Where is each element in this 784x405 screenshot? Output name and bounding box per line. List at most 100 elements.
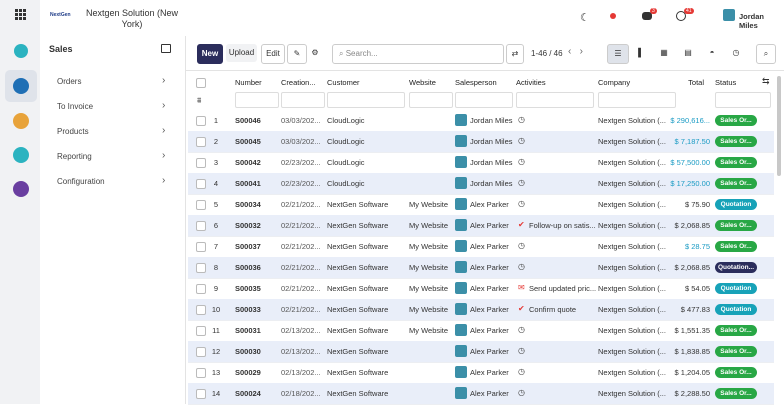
total: $ 2,288.50	[674, 389, 710, 398]
row-checkbox[interactable]	[196, 179, 206, 189]
activity-icon[interactable]: ◷	[518, 241, 525, 250]
table-row[interactable]: 4 S00041 02/23/202... CloudLogic Jordan Mile…	[188, 173, 774, 195]
column-settings[interactable]: ⇆	[762, 76, 770, 86]
brush-button[interactable]: ✎	[287, 44, 307, 64]
extra-button[interactable]: ⌕	[756, 44, 776, 64]
column-header[interactable]: Customer	[327, 78, 360, 87]
row-checkbox[interactable]	[196, 284, 206, 294]
status-badge: Sales Or...	[715, 157, 757, 168]
company: Nextgen Solution (...	[598, 200, 666, 209]
column-header[interactable]: Creation...	[281, 78, 316, 87]
filter-toggle[interactable]: ⇄	[506, 44, 524, 64]
settings-button[interactable]: ⚙	[309, 44, 321, 62]
column-filter[interactable]	[598, 92, 676, 108]
chat-icon[interactable]	[642, 12, 652, 20]
salesperson-avatar	[455, 114, 467, 126]
column-header[interactable]: Total	[688, 78, 704, 87]
table-row[interactable]: 13 S00029 02/13/202... NextGen Software Alex…	[188, 362, 774, 384]
activity-icon[interactable]: ◷	[518, 388, 525, 397]
row-checkbox[interactable]	[196, 242, 206, 252]
activity-icon[interactable]: ◷	[518, 325, 525, 334]
activity-icon[interactable]: ◷	[518, 262, 525, 271]
activity-icon[interactable]: ✉	[518, 283, 525, 292]
activity-view[interactable]: ◷	[726, 44, 746, 62]
creation-date: 03/03/202...	[281, 116, 321, 125]
new-button[interactable]: New	[197, 44, 223, 64]
table-row[interactable]: 5 S00034 02/21/202... NextGen Software My We…	[188, 194, 774, 216]
table-row[interactable]: 8 S00036 02/21/202... NextGen Software My We…	[188, 257, 774, 279]
activity-icon[interactable]	[676, 11, 686, 21]
column-filter[interactable]	[235, 92, 279, 108]
table-row[interactable]: 12 S00030 02/13/202... NextGen Software Alex…	[188, 341, 774, 363]
user-name[interactable]: Jordan Miles	[739, 12, 765, 30]
menu-item[interactable]: Reporting	[57, 152, 92, 161]
activity-icon[interactable]: ◷	[518, 346, 525, 355]
table-row[interactable]: 9 S00035 02/21/202... NextGen Software My We…	[188, 278, 774, 300]
row-checkbox[interactable]	[196, 137, 206, 147]
activity-icon[interactable]: ✔	[518, 220, 525, 229]
activity-icon[interactable]: ✔	[518, 304, 525, 313]
activity-icon[interactable]: ◷	[518, 136, 525, 145]
graph-view[interactable]: ◓	[702, 44, 722, 62]
calendar-view[interactable]: ▦	[654, 44, 674, 62]
company-name: Nextgen Solution (New York)	[85, 8, 179, 29]
sidebar-toggle[interactable]	[161, 44, 171, 53]
pivot-view[interactable]: ▤	[678, 44, 698, 62]
menu-item[interactable]: Products	[57, 127, 89, 136]
row-checkbox[interactable]	[196, 305, 206, 315]
table-row[interactable]: 14 S00024 02/18/202... NextGen Software Alex…	[188, 383, 774, 405]
salesperson: Alex Parker	[470, 221, 509, 230]
column-header[interactable]: Company	[598, 78, 631, 87]
row-checkbox[interactable]	[196, 263, 206, 273]
row-checkbox[interactable]	[196, 221, 206, 231]
row-checkbox[interactable]	[196, 200, 206, 210]
upload-button[interactable]: Upload	[226, 44, 257, 62]
search-box[interactable]: ⌕ Search...	[332, 44, 504, 64]
status-badge: Sales Or...	[715, 325, 757, 336]
table-row[interactable]: 2 S00045 03/03/202... CloudLogic Jordan Mile…	[188, 131, 774, 153]
table-row[interactable]: 7 S00037 02/21/202... NextGen Software My We…	[188, 236, 774, 258]
column-filter[interactable]	[327, 92, 405, 108]
row-checkbox[interactable]	[196, 347, 206, 357]
column-header[interactable]: Salesperson	[455, 78, 497, 87]
list-view[interactable]: ☰	[607, 44, 629, 64]
activity-icon[interactable]: ◷	[518, 115, 525, 124]
column-header[interactable]: Activities	[516, 78, 546, 87]
theme-toggle[interactable]: ☾	[580, 12, 590, 24]
pager-nav[interactable]: ‹ ›	[568, 46, 583, 57]
company: Nextgen Solution (...	[598, 368, 666, 377]
activity-icon[interactable]: ◷	[518, 178, 525, 187]
column-filter[interactable]	[715, 92, 771, 108]
activity-icon[interactable]: ◷	[518, 199, 525, 208]
menu-item[interactable]: Configuration	[57, 177, 105, 186]
total: $ 57,500.00	[670, 158, 710, 167]
activity-icon[interactable]: ◷	[518, 157, 525, 166]
edit-button[interactable]: Edit	[261, 44, 285, 64]
menu-item[interactable]: To Invoice	[57, 102, 94, 111]
select-all[interactable]	[196, 78, 206, 88]
column-filter[interactable]	[409, 92, 453, 108]
salesperson: Alex Parker	[470, 200, 509, 209]
menu-item[interactable]: Orders	[57, 77, 82, 86]
row-checkbox[interactable]	[196, 326, 206, 336]
table-row[interactable]: 1 S00046 03/03/202... CloudLogic Jordan Mile…	[188, 110, 774, 132]
activity: Confirm quote	[529, 305, 577, 314]
row-checkbox[interactable]	[196, 116, 206, 126]
kanban-view[interactable]: ▌	[631, 44, 651, 62]
row-checkbox[interactable]	[196, 368, 206, 378]
activity-icon[interactable]: ◷	[518, 367, 525, 376]
total: $ 1,838.85	[674, 347, 710, 356]
table-row[interactable]: 10 S00033 02/21/202... NextGen Software My W…	[188, 299, 774, 321]
column-filter[interactable]	[516, 92, 594, 108]
column-header[interactable]: Website	[409, 78, 436, 87]
table-row[interactable]: 6 S00032 02/21/202... NextGen Software My We…	[188, 215, 774, 237]
column-header[interactable]: Number	[235, 78, 262, 87]
table-row[interactable]: 11 S00031 02/13/202... NextGen Software My W…	[188, 320, 774, 342]
row-checkbox[interactable]	[196, 389, 206, 399]
column-filter[interactable]	[281, 92, 325, 108]
status-badge: Quotation	[715, 199, 757, 210]
table-row[interactable]: 3 S00042 02/23/202... CloudLogic Jordan Mile…	[188, 152, 774, 174]
column-header[interactable]: Status	[715, 78, 737, 87]
row-checkbox[interactable]	[196, 158, 206, 168]
column-filter[interactable]	[455, 92, 513, 108]
